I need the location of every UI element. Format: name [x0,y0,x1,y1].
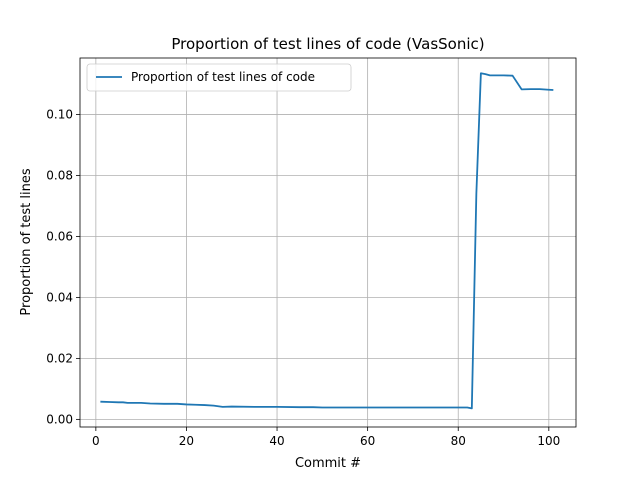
series-layer [100,72,554,410]
chart-title: Proportion of test lines of code (VasSon… [171,35,484,53]
y-tick-label: 0.04 [46,290,73,304]
y-tick-label: 0.00 [46,412,73,426]
y-tick-label: 0.08 [46,168,73,182]
grid-layer [80,58,576,427]
legend: Proportion of test lines of code [86,63,352,92]
series-line [100,72,554,410]
x-tick-label: 60 [360,434,375,448]
x-tick-label: 100 [537,434,560,448]
x-tick-label: 80 [451,434,466,448]
plot-frame [79,57,577,428]
ticks-layer: 0 20 40 60 80 100 0.00 0.02 0.04 0.06 0.08 0.10 [46,107,560,448]
y-axis-label: Proportion of test lines [19,168,34,315]
x-tick-label: 40 [269,434,284,448]
legend-label: Proportion of test lines of code [131,70,315,84]
y-tick-label: 0.02 [46,351,73,365]
legend-box [86,63,352,92]
y-tick-label: 0.10 [46,107,73,121]
y-tick-label: 0.06 [46,229,73,243]
x-tick-label: 0 [92,434,100,448]
x-axis-label: Commit # [295,456,361,471]
x-tick-label: 20 [179,434,194,448]
